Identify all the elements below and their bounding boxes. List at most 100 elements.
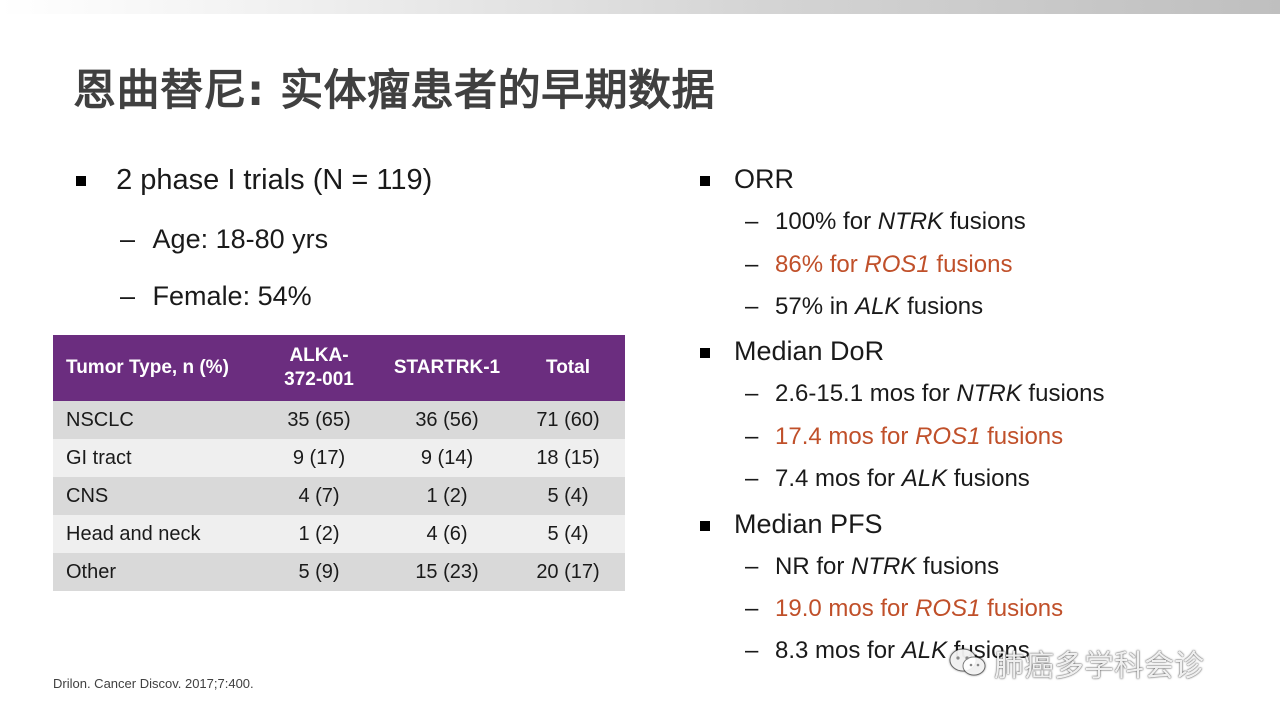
slide-title: 恩曲替尼: 实体瘤患者的早期数据 bbox=[73, 66, 716, 116]
sub-bullet-age: – Age: 18-80 yrs bbox=[120, 224, 328, 255]
dash-glyph: – bbox=[745, 595, 759, 622]
bullet-orr-label: ORR bbox=[734, 164, 794, 194]
dash-glyph: – bbox=[120, 281, 136, 311]
header-alka-line2: 372-001 bbox=[284, 369, 354, 390]
cell-startrk: 15 (23) bbox=[383, 553, 511, 591]
table-row: CNS 4 (7) 1 (2) 5 (4) bbox=[53, 477, 625, 515]
gene-name: NTRK bbox=[877, 208, 944, 235]
item-suffix: fusions bbox=[980, 595, 1064, 622]
cell-startrk: 9 (14) bbox=[383, 439, 511, 477]
bullet-orr: ORR bbox=[700, 164, 794, 195]
pfs-ros1: –19.0 mos for ROS1 fusions bbox=[745, 595, 1063, 623]
square-bullet-icon bbox=[700, 520, 710, 531]
watermark: 肺癌多学科会诊 bbox=[948, 640, 1204, 686]
cell-alka: 5 (9) bbox=[255, 553, 383, 591]
orr-alk: –57% in ALK fusions bbox=[745, 293, 983, 321]
table-header-row: Tumor Type, n (%) ALKA- 372-001 STARTRK-… bbox=[53, 335, 625, 401]
item-suffix: fusions bbox=[1021, 380, 1105, 407]
dash-glyph: – bbox=[745, 423, 759, 450]
header-total: Total bbox=[511, 335, 625, 401]
item-suffix: fusions bbox=[900, 293, 984, 320]
sub-bullet-age-text: Age: 18-80 yrs bbox=[152, 224, 329, 254]
header-tumor-type: Tumor Type, n (%) bbox=[53, 335, 255, 401]
sub-bullet-female-text: Female: 54% bbox=[152, 281, 312, 311]
dor-ntrk: –2.6-15.1 mos for NTRK fusions bbox=[745, 380, 1104, 408]
dash-glyph: – bbox=[745, 637, 759, 664]
cell-alka: 9 (17) bbox=[255, 439, 383, 477]
gene-name: ALK bbox=[855, 293, 901, 320]
gene-name: NTRK bbox=[956, 380, 1022, 407]
cell-tumor-type: Other bbox=[53, 553, 255, 591]
item-prefix: 100% for bbox=[775, 208, 878, 235]
orr-ntrk: –100% for NTRK fusions bbox=[745, 208, 1026, 236]
header-startrk: STARTRK-1 bbox=[383, 335, 511, 401]
cell-tumor-type: CNS bbox=[53, 477, 255, 515]
bullet-pfs: Median PFS bbox=[700, 509, 883, 540]
gene-name: ROS1 bbox=[864, 251, 930, 278]
square-bullet-icon bbox=[700, 175, 710, 186]
bullet-trials: 2 phase I trials (N = 119) bbox=[76, 164, 432, 197]
watermark-text: 肺癌多学科会诊 bbox=[994, 649, 1204, 684]
square-bullet-icon bbox=[700, 347, 710, 358]
cell-total: 20 (17) bbox=[511, 553, 625, 591]
orr-ros1: –86% for ROS1 fusions bbox=[745, 251, 1012, 279]
header-alka-line1: ALKA- bbox=[289, 345, 349, 366]
item-prefix: NR for bbox=[775, 553, 852, 580]
gene-name: ALK bbox=[901, 637, 948, 664]
sub-bullet-female: – Female: 54% bbox=[120, 281, 312, 312]
cell-total: 5 (4) bbox=[511, 477, 625, 515]
dash-glyph: – bbox=[745, 208, 759, 235]
dor-alk: –7.4 mos for ALK fusions bbox=[745, 465, 1030, 493]
top-gradient-bar bbox=[0, 0, 1280, 14]
wechat-icon bbox=[949, 648, 986, 676]
square-bullet-icon bbox=[76, 176, 86, 187]
dash-glyph: – bbox=[745, 293, 759, 320]
table-row: GI tract 9 (17) 9 (14) 18 (15) bbox=[53, 439, 625, 477]
cell-tumor-type: NSCLC bbox=[53, 401, 255, 439]
dash-glyph: – bbox=[120, 224, 136, 254]
dash-glyph: – bbox=[745, 553, 759, 580]
cell-total: 71 (60) bbox=[511, 401, 625, 439]
bullet-pfs-label: Median PFS bbox=[734, 509, 883, 539]
table-row: Head and neck 1 (2) 4 (6) 5 (4) bbox=[53, 515, 625, 553]
bullet-dor-label: Median DoR bbox=[734, 336, 885, 366]
cell-total: 5 (4) bbox=[511, 515, 625, 553]
cell-startrk: 4 (6) bbox=[383, 515, 511, 553]
cell-total: 18 (15) bbox=[511, 439, 625, 477]
item-suffix: fusions bbox=[916, 553, 1000, 580]
item-prefix: 8.3 mos for bbox=[775, 637, 902, 664]
table-row: Other 5 (9) 15 (23) 20 (17) bbox=[53, 553, 625, 591]
gene-name: ALK bbox=[901, 465, 948, 492]
tumor-type-table: Tumor Type, n (%) ALKA- 372-001 STARTRK-… bbox=[53, 335, 625, 591]
item-prefix: 57% in bbox=[775, 293, 856, 320]
cell-alka: 4 (7) bbox=[255, 477, 383, 515]
cell-alka: 35 (65) bbox=[255, 401, 383, 439]
cell-tumor-type: Head and neck bbox=[53, 515, 255, 553]
cell-tumor-type: GI tract bbox=[53, 439, 255, 477]
table-row: NSCLC 35 (65) 36 (56) 71 (60) bbox=[53, 401, 625, 439]
bullet-dor: Median DoR bbox=[700, 336, 884, 367]
cell-startrk: 36 (56) bbox=[383, 401, 511, 439]
bullet-trials-text: 2 phase I trials (N = 119) bbox=[116, 164, 433, 196]
item-suffix: fusions bbox=[943, 208, 1026, 235]
dash-glyph: – bbox=[745, 465, 759, 492]
pfs-ntrk: – NR for NTRK fusions bbox=[745, 553, 999, 581]
dash-glyph: – bbox=[745, 251, 759, 278]
item-suffix: fusions bbox=[929, 251, 1013, 278]
citation: Drilon. Cancer Discov. 2017;7:400. bbox=[53, 676, 254, 691]
header-alka: ALKA- 372-001 bbox=[255, 335, 383, 401]
dash-glyph: – bbox=[745, 380, 759, 407]
item-suffix: fusions bbox=[980, 423, 1064, 450]
gene-name: NTRK bbox=[851, 553, 917, 580]
item-prefix: 86% for bbox=[775, 251, 865, 278]
dor-ros1: –17.4 mos for ROS1 fusions bbox=[745, 423, 1063, 451]
item-prefix: 19.0 mos for bbox=[775, 595, 916, 622]
item-prefix: 7.4 mos for bbox=[775, 465, 902, 492]
gene-name: ROS1 bbox=[915, 423, 981, 450]
item-prefix: 2.6-15.1 mos for bbox=[775, 380, 957, 407]
item-suffix: fusions bbox=[947, 465, 1030, 492]
cell-startrk: 1 (2) bbox=[383, 477, 511, 515]
item-prefix: 17.4 mos for bbox=[775, 423, 916, 450]
gene-name: ROS1 bbox=[915, 595, 981, 622]
cell-alka: 1 (2) bbox=[255, 515, 383, 553]
